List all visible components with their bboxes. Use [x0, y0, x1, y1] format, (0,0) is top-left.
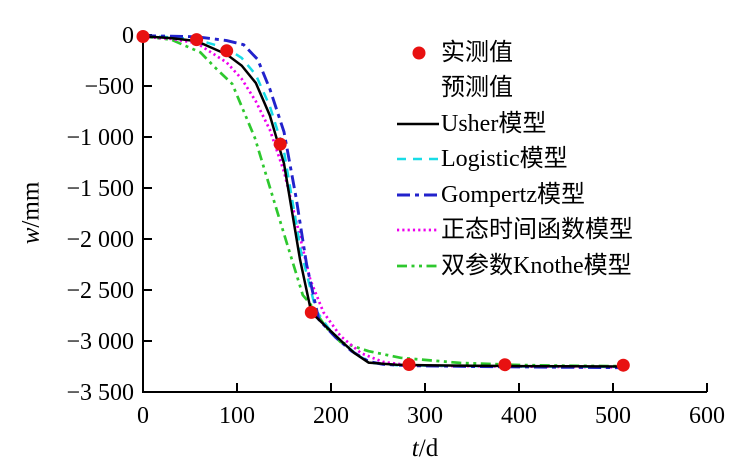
legend-item-logistic: Logistic模型 [394, 142, 633, 178]
x-tick-label: 600 [689, 403, 725, 429]
legend-label-measured: 实测值 [441, 39, 513, 66]
series-line-4 [142, 35, 624, 368]
legend: 实测值 预测值 Usher模型 Logistic模型 Gompertz模型 正态… [394, 35, 633, 284]
normal-time-function-line-icon [397, 228, 439, 232]
measured-point [190, 33, 204, 47]
legend-label-logistic: Logistic模型 [441, 146, 568, 173]
legend-item-knothe: 双参数Knothe模型 [394, 248, 633, 284]
measured-point [616, 358, 630, 372]
x-tick-label: 100 [219, 403, 255, 429]
legend-item-predicted: 预测值 [394, 71, 633, 107]
measured-point [220, 44, 234, 58]
x-tick-label: 400 [501, 403, 537, 429]
y-tick-label: −2 000 [66, 227, 134, 253]
x-axis-variable: t [411, 435, 419, 462]
y-tick-label: −1 000 [66, 125, 134, 151]
y-tick-label: −3 500 [66, 380, 134, 406]
legend-label-normal-time-function: 正态时间函数模型 [441, 217, 633, 244]
x-axis-unit: /d [418, 435, 439, 462]
x-tick-label: 200 [313, 403, 349, 429]
legend-item-usher: Usher模型 [394, 106, 633, 142]
x-tick-label: 300 [407, 403, 443, 429]
y-tick-label: −2 500 [66, 278, 134, 304]
gompertz-line-icon [397, 193, 439, 197]
logistic-line-icon [397, 158, 439, 161]
measured-point [136, 30, 150, 43]
legend-label-gompertz: Gompertz模型 [441, 181, 585, 208]
legend-label-predicted: 预测值 [441, 75, 513, 102]
legend-item-gompertz: Gompertz模型 [394, 177, 633, 213]
legend-label-knothe: 双参数Knothe模型 [441, 252, 632, 279]
x-axis-label: t/d [412, 436, 438, 461]
predicted-blank-icon [394, 80, 441, 96]
usher-line-icon [397, 122, 439, 125]
y-axis-variable: w [17, 227, 45, 245]
y-axis-label: w/mm [17, 181, 45, 245]
legend-label-usher: Usher模型 [441, 110, 547, 137]
measured-point [304, 305, 318, 319]
x-tick-label: 0 [137, 403, 149, 429]
measured-point [273, 137, 287, 151]
measured-point [402, 358, 416, 371]
y-tick-label: −3 000 [66, 329, 134, 355]
y-tick-label: −1 500 [66, 176, 134, 202]
knothe-line-icon [397, 264, 439, 268]
y-axis-unit: /mm [17, 181, 45, 228]
measured-dot-icon [412, 46, 426, 60]
legend-item-normal-time-function: 正态时间函数模型 [394, 213, 633, 249]
y-tick-label: −500 [84, 74, 134, 100]
y-tick-label: 0 [122, 23, 134, 49]
legend-item-measured: 实测值 [394, 35, 633, 71]
x-tick-label: 500 [595, 403, 631, 429]
measured-point [498, 358, 512, 372]
